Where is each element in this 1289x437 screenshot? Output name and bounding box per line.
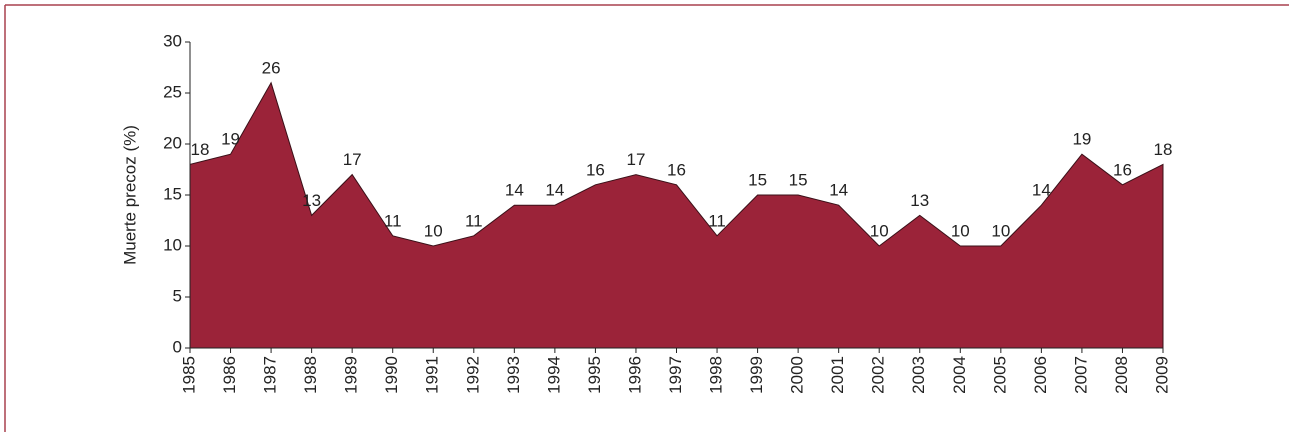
data-label: 15 (789, 170, 808, 189)
y-axis-label: Muerte precoz (%) (120, 125, 139, 265)
x-tick-label: 1993 (504, 356, 523, 394)
data-label: 16 (1113, 160, 1132, 179)
x-tick-label: 1989 (342, 356, 361, 394)
x-tick-label: 2001 (828, 356, 847, 394)
y-tick-label: 30 (163, 31, 182, 50)
x-tick-label: 1986 (220, 356, 239, 394)
data-label: 10 (870, 221, 889, 240)
data-label: 10 (951, 221, 970, 240)
y-tick-label: 5 (173, 286, 182, 305)
x-tick-label: 1995 (585, 356, 604, 394)
x-tick-label: 2008 (1112, 356, 1131, 394)
x-tick-label: 1999 (747, 356, 766, 394)
data-label: 10 (424, 221, 443, 240)
data-label: 11 (708, 211, 726, 230)
data-label: 19 (1072, 130, 1091, 149)
data-label: 14 (1032, 181, 1051, 200)
y-tick-label: 10 (163, 235, 182, 254)
x-tick-label: 1998 (707, 356, 726, 394)
x-tick-label: 1992 (463, 356, 482, 394)
x-tick-label: 1990 (382, 356, 401, 394)
area (189, 81, 1164, 349)
x-tick-label: 2009 (1152, 356, 1171, 394)
y-tick-label: 20 (163, 133, 182, 152)
x-tick-label: 1991 (423, 356, 442, 394)
x-tick-label: 2002 (869, 356, 888, 394)
x-tick-label: 2004 (950, 356, 969, 394)
data-label: 11 (384, 211, 402, 230)
data-label: 14 (505, 181, 524, 200)
data-label: 14 (545, 181, 564, 200)
data-label: 13 (910, 191, 929, 210)
x-tick-label: 2000 (788, 356, 807, 394)
x-tick-label: 1996 (625, 356, 644, 394)
data-label: 18 (1154, 140, 1173, 159)
y-tick-label: 15 (163, 184, 182, 203)
data-label: 26 (262, 58, 281, 77)
data-label: 13 (302, 191, 321, 210)
data-label: 16 (667, 160, 686, 179)
data-label: 15 (748, 170, 767, 189)
x-tick-label: 1994 (544, 356, 563, 394)
x-tick-label: 2003 (909, 356, 928, 394)
data-label: 17 (343, 150, 362, 169)
x-tick-label: 1985 (179, 356, 198, 394)
x-tick-label: 2007 (1071, 356, 1090, 394)
x-tick-label: 2006 (1031, 356, 1050, 394)
data-label: 17 (626, 150, 645, 169)
data-label: 18 (191, 140, 210, 159)
data-label: 10 (991, 221, 1010, 240)
y-tick-label: 0 (173, 337, 182, 356)
data-label: 19 (221, 130, 240, 149)
x-tick-label: 1988 (301, 356, 320, 394)
y-tick-label: 25 (163, 82, 182, 101)
x-tick-label: 1997 (666, 356, 685, 394)
x-tick-label: 1987 (261, 356, 280, 394)
x-tick-label: 2005 (990, 356, 1009, 394)
data-label: 16 (586, 160, 605, 179)
data-label: 11 (465, 211, 483, 230)
data-label: 14 (829, 181, 848, 200)
